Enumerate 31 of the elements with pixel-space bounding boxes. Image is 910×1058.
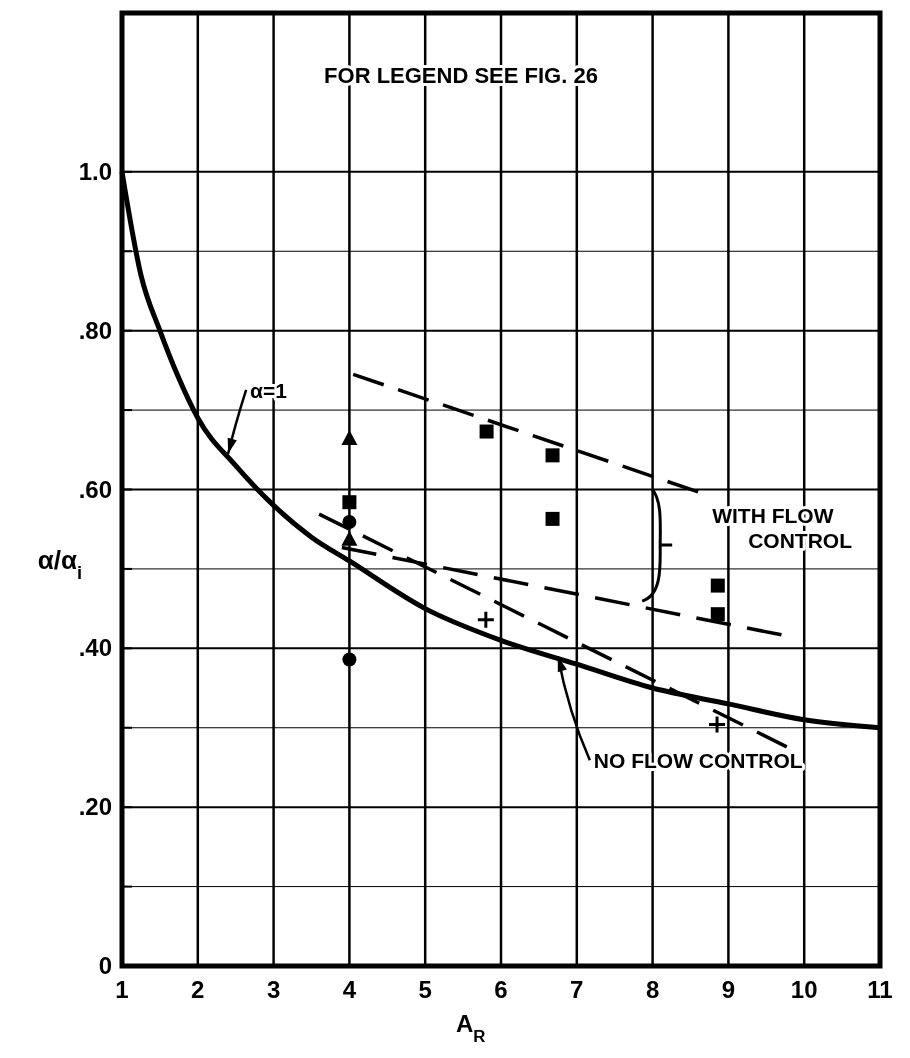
y-tick-label: .20 xyxy=(78,793,112,821)
point xyxy=(710,607,725,622)
point xyxy=(479,424,494,439)
point xyxy=(341,530,358,546)
x-tick-label: 10 xyxy=(790,976,818,1003)
x-tick-label: 5 xyxy=(418,976,432,1003)
y-tick-label: .60 xyxy=(78,475,112,503)
x-tick-label: 7 xyxy=(570,976,584,1003)
y-axis-title: α/α$_{i}$ xyxy=(37,544,83,583)
x-tick-label: 4 xyxy=(342,976,357,1003)
y-tick-label: 1.0 xyxy=(78,157,112,185)
x-tick-label: 2 xyxy=(191,976,205,1003)
x-axis-title: A$_{R}$ xyxy=(455,1010,486,1046)
x-tick-label: 11 xyxy=(867,976,893,1003)
x-tick-label: 8 xyxy=(645,976,660,1003)
point xyxy=(342,495,357,510)
y-tick-label: 0 xyxy=(98,952,112,979)
x-tick-label: 1 xyxy=(115,976,129,1003)
point xyxy=(707,715,727,735)
x-tick-label: 3 xyxy=(266,976,281,1003)
y-tick-label: .40 xyxy=(78,634,112,662)
x-tick-label: 6 xyxy=(494,976,508,1003)
y-tick-label: .80 xyxy=(78,316,112,344)
point xyxy=(342,515,357,530)
point xyxy=(545,448,560,463)
point xyxy=(342,652,357,667)
x-tick-label: 9 xyxy=(721,976,736,1003)
point xyxy=(710,578,725,593)
point xyxy=(341,429,358,445)
point xyxy=(476,610,496,630)
point xyxy=(545,511,560,526)
